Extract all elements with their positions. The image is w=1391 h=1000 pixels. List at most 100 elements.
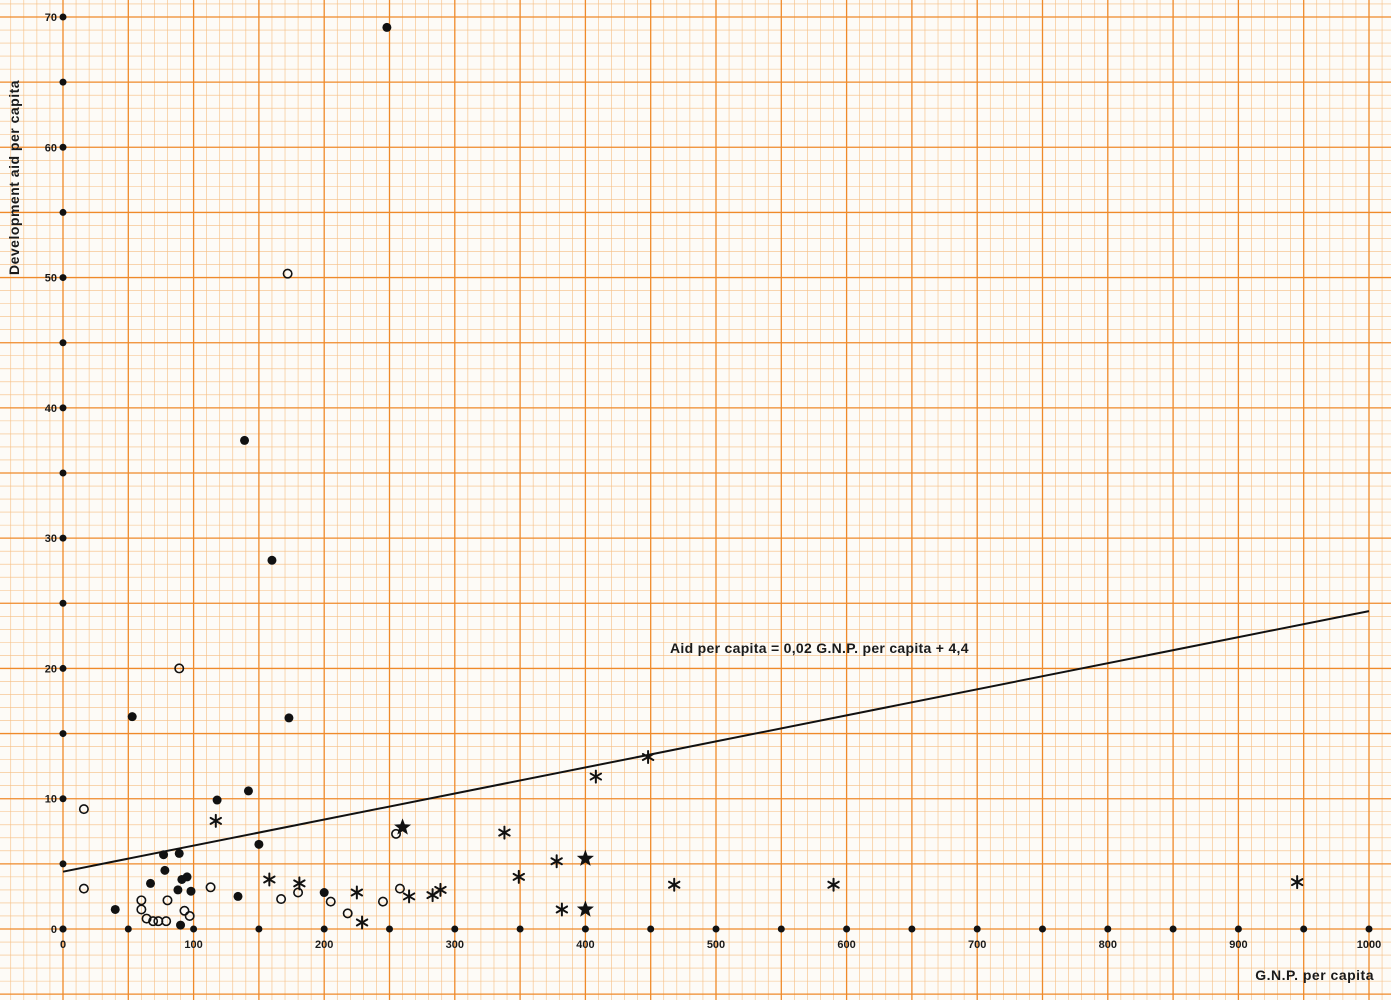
y-axis-marker (59, 13, 67, 21)
data-point-asterisk (555, 902, 569, 917)
data-point-filled-circle (176, 920, 186, 930)
data-point-open-circle (282, 268, 293, 279)
y-axis-marker (59, 730, 67, 738)
data-point-asterisk (498, 825, 511, 840)
x-axis-marker (647, 925, 655, 933)
y-axis-marker (59, 469, 67, 477)
data-point-asterisk (550, 854, 563, 869)
data-point-filled-circle (243, 786, 253, 796)
data-point-filled-star (394, 818, 412, 835)
y-tick-label: 10 (45, 794, 57, 806)
x-tick-label: 900 (1229, 939, 1247, 951)
data-point-open-circle (394, 883, 405, 894)
data-point-asterisk (641, 750, 655, 765)
x-axis-marker (712, 925, 720, 933)
data-point-filled-circle (159, 850, 169, 860)
x-axis-marker (255, 925, 263, 933)
x-axis-marker (1039, 925, 1046, 933)
data-point-open-circle (136, 904, 147, 915)
regression-equation: Aid per capita = 0,02 G.N.P. per capita … (670, 640, 969, 656)
y-axis-marker (59, 664, 67, 672)
data-point-filled-circle (382, 22, 392, 32)
x-axis-marker (777, 925, 785, 933)
data-point-filled-circle (284, 713, 294, 723)
x-axis-title: G.N.P. per capita (1255, 967, 1374, 983)
data-point-filled-circle (110, 904, 120, 914)
x-axis-marker (843, 925, 851, 933)
x-axis-marker (1365, 925, 1373, 933)
y-axis-marker (59, 404, 67, 412)
x-tick-label: 100 (184, 939, 202, 951)
x-tick-label: 0 (60, 939, 66, 951)
data-point-filled-circle (186, 886, 196, 896)
data-point-open-circle (78, 804, 89, 815)
x-axis-marker (1104, 925, 1112, 933)
data-point-filled-circle (254, 839, 264, 849)
y-axis-marker (59, 925, 67, 933)
data-point-filled-circle (174, 848, 184, 858)
y-tick-label: 40 (45, 403, 57, 415)
x-tick-label: 400 (576, 939, 594, 951)
y-axis-marker (59, 339, 67, 347)
axis-markers (59, 13, 1373, 933)
data-point-open-circle (78, 883, 89, 894)
data-point-asterisk (209, 813, 222, 828)
x-tick-label: 600 (837, 939, 855, 951)
data-point-filled-circle (160, 865, 170, 875)
data-points (78, 22, 1304, 930)
data-point-open-circle (276, 894, 287, 905)
x-tick-label: 1000 (1357, 939, 1381, 951)
y-tick-label: 60 (45, 142, 57, 154)
data-point-filled-circle (146, 878, 156, 888)
data-point-open-circle (179, 905, 190, 916)
y-axis-marker (59, 599, 67, 607)
y-tick-label: 0 (51, 924, 57, 936)
x-axis-marker (516, 925, 524, 933)
data-point-open-circle (148, 916, 159, 927)
data-point-asterisk (589, 769, 603, 784)
x-axis-marker (973, 925, 981, 933)
x-axis-tick-labels: 0 100 200 300 400 500 600 700 800 900 1000 (60, 939, 1381, 951)
data-point-asterisk (827, 877, 840, 892)
data-point-asterisk (293, 876, 306, 891)
y-axis-marker (59, 208, 67, 216)
x-axis-marker (451, 925, 459, 933)
data-point-filled-circle (173, 885, 183, 895)
y-tick-label: 30 (45, 533, 57, 545)
data-point-open-circle (174, 663, 185, 674)
data-point-filled-circle (267, 555, 277, 565)
x-axis-marker (1169, 925, 1177, 933)
x-axis-marker (1234, 925, 1242, 933)
y-axis-tick-labels: 0 10 20 30 40 50 60 70 (45, 12, 57, 936)
x-tick-label: 700 (968, 939, 986, 951)
data-point-filled-circle (319, 888, 329, 898)
y-axis-marker (59, 795, 67, 803)
data-point-open-circle (162, 895, 173, 906)
data-point-filled-circle (240, 435, 250, 445)
y-axis-marker (59, 860, 67, 868)
data-point-filled-circle (182, 872, 192, 882)
x-axis-marker (1300, 925, 1308, 933)
data-point-asterisk (263, 872, 276, 887)
y-axis-marker (59, 143, 67, 151)
y-tick-label: 20 (45, 663, 57, 675)
data-point-open-circle (141, 913, 152, 924)
x-axis-marker (581, 925, 589, 933)
data-point-open-circle (293, 887, 304, 898)
data-point-asterisk (350, 885, 364, 900)
data-point-open-circle (342, 908, 353, 919)
x-axis-marker (386, 925, 393, 933)
data-point-open-circle (391, 828, 402, 839)
data-point-filled-circle (212, 795, 222, 805)
data-point-asterisk (668, 877, 681, 892)
y-tick-label: 70 (45, 12, 57, 24)
data-point-open-circle (377, 896, 388, 907)
x-axis-marker (124, 925, 132, 933)
data-point-filled-star (576, 900, 594, 917)
x-axis-marker (908, 925, 916, 933)
x-axis-marker (190, 925, 198, 933)
